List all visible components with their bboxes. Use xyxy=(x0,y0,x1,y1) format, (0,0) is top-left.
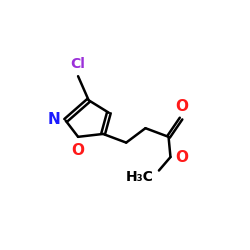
Text: O: O xyxy=(175,150,188,164)
Text: O: O xyxy=(72,142,85,158)
Text: O: O xyxy=(176,99,188,114)
Text: H₃C: H₃C xyxy=(126,170,154,184)
Text: Cl: Cl xyxy=(71,58,86,71)
Text: N: N xyxy=(48,112,61,127)
